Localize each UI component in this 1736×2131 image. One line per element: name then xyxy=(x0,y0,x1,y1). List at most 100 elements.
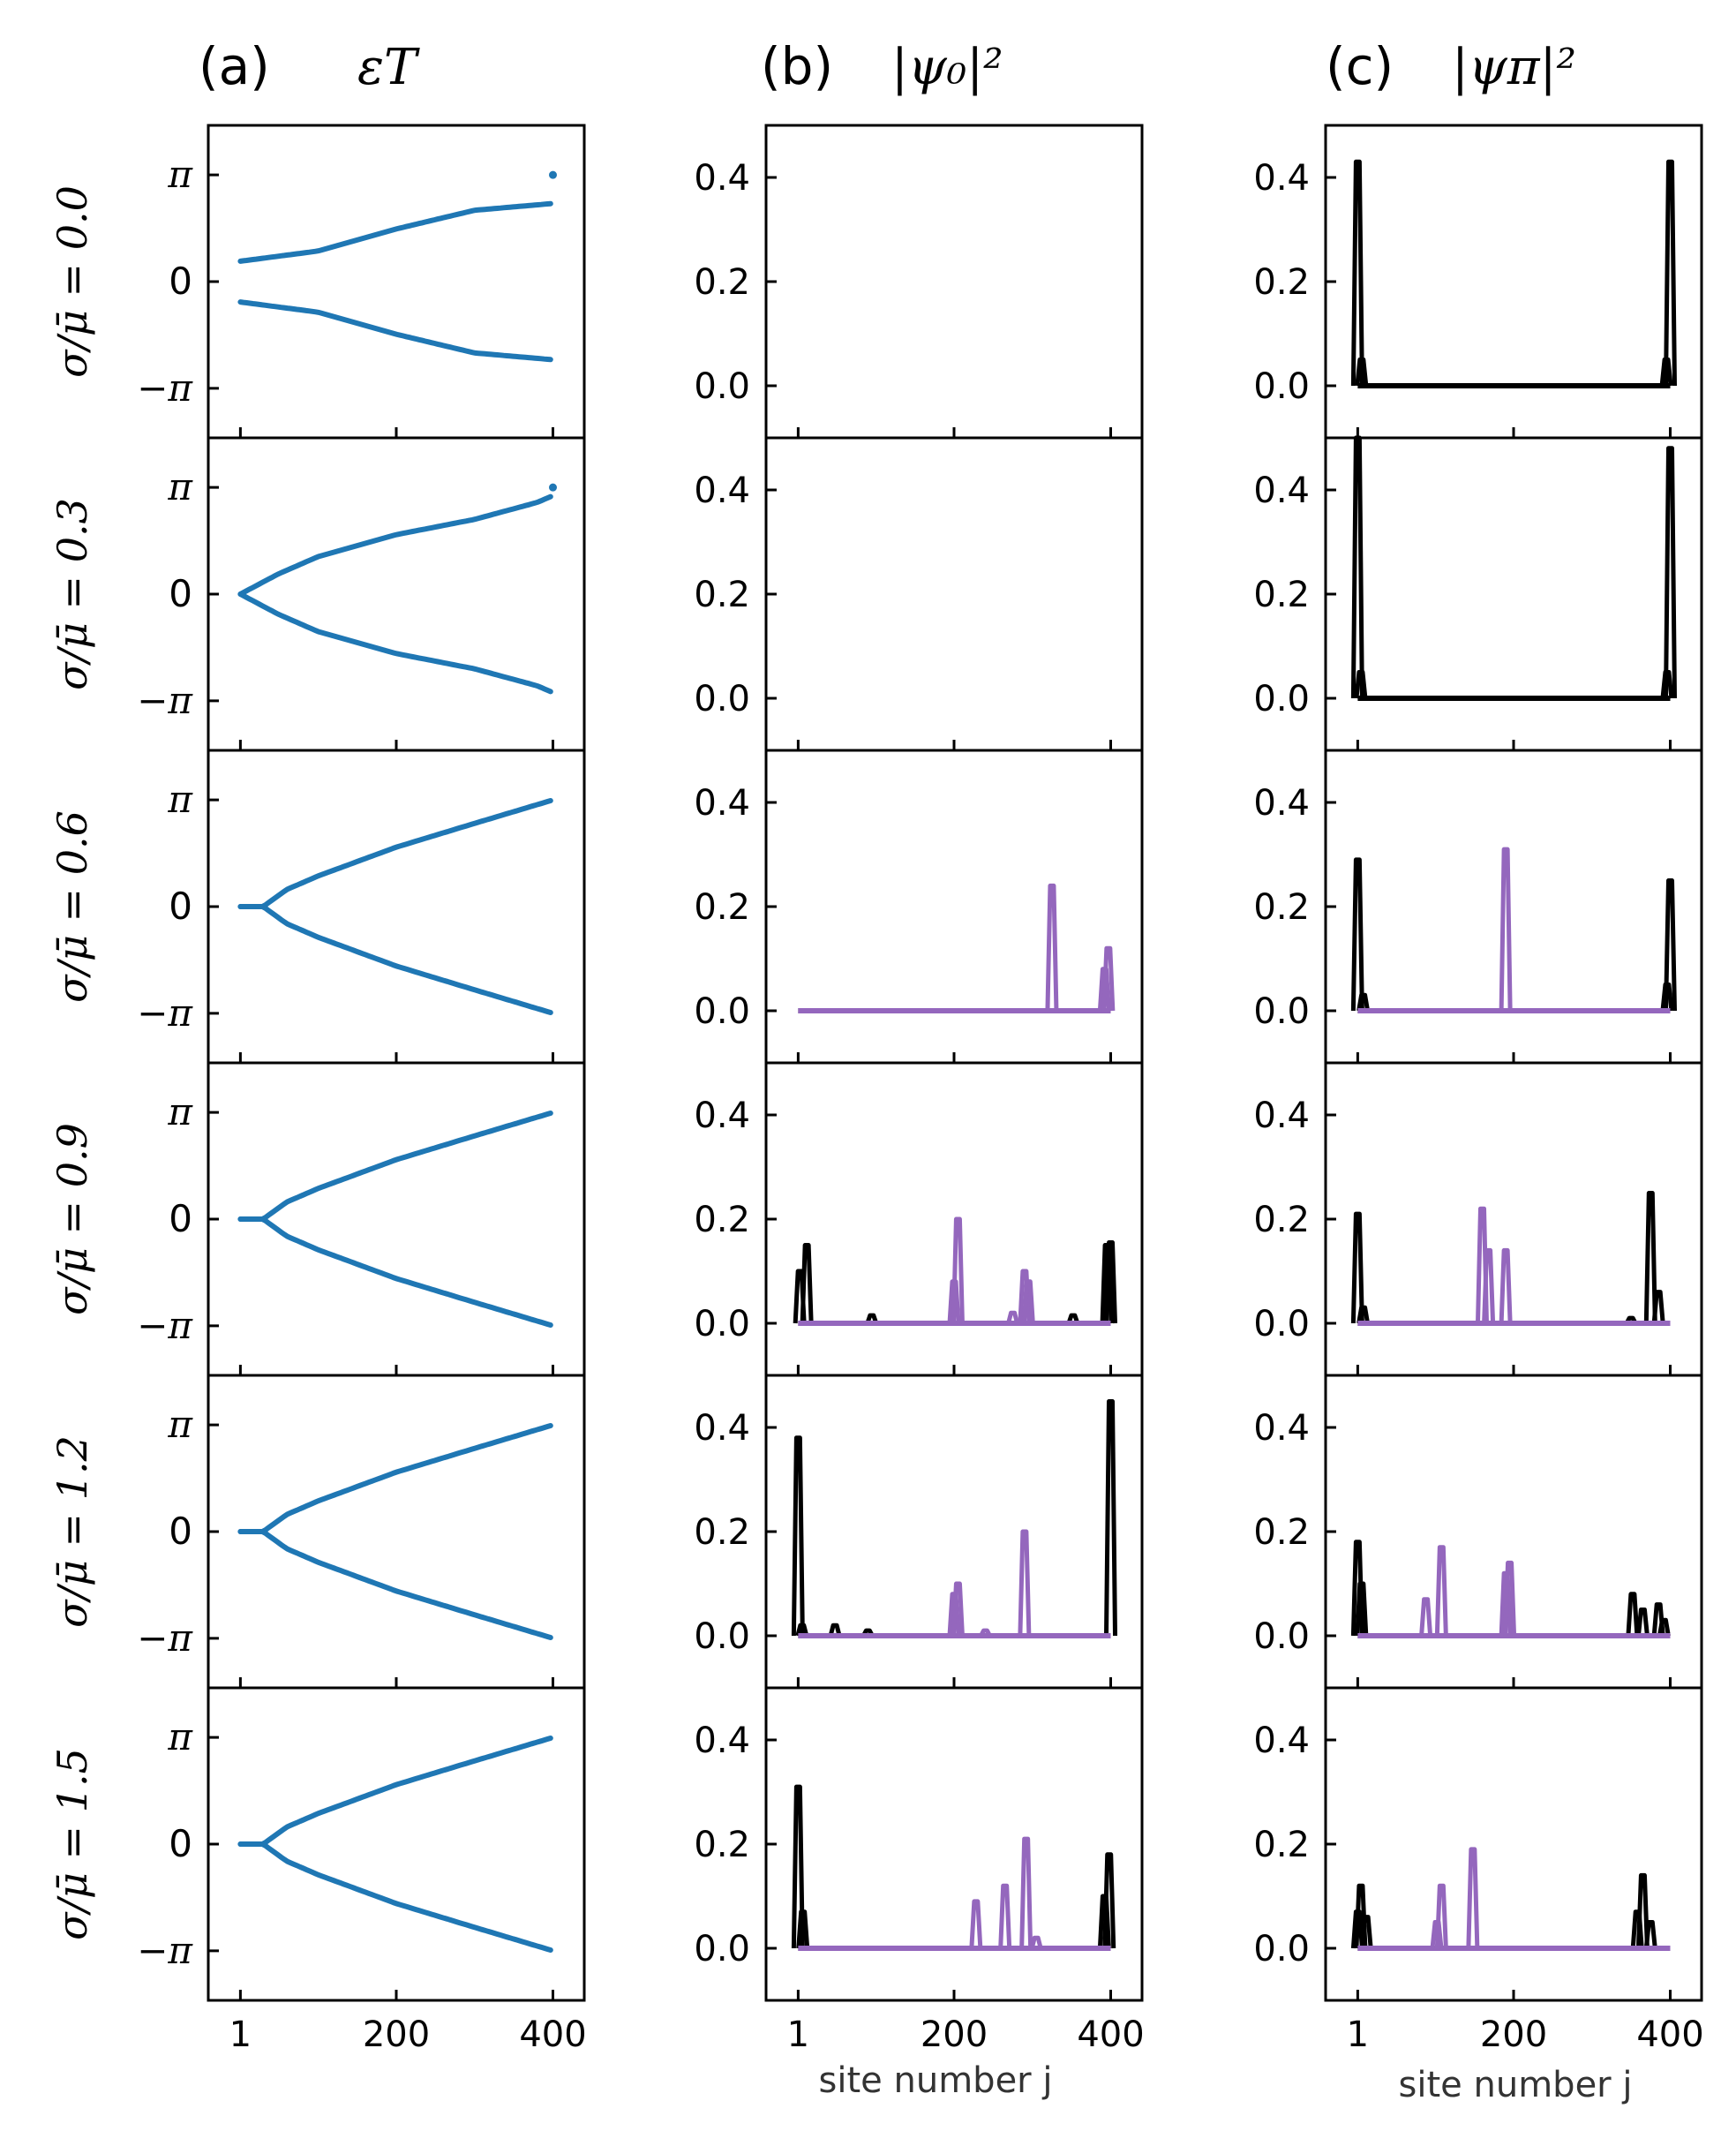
x-tick-label: 1 xyxy=(1347,2014,1369,2055)
panel-psi0-row-4: 0.4 0.2 0.0 xyxy=(694,1374,1144,1690)
zero-mode-peak xyxy=(1635,1608,1650,1637)
y-tick-label: 0.2 xyxy=(694,575,750,615)
quasienergy-band-upper xyxy=(237,1423,553,1534)
panel-quasienergy-row-3: π 0 −π xyxy=(137,1061,586,1377)
panel-psi0-row-0: 0.4 0.2 0.0 xyxy=(694,124,1144,440)
zero-mode-peak xyxy=(1354,670,1368,699)
panel-quasienergy-row-5: π 0 −π 1 200 400 xyxy=(137,1686,587,2055)
quasienergy-band-lower xyxy=(237,299,553,363)
x-tick-label: 1 xyxy=(787,2014,809,2055)
zero-mode-peak xyxy=(1350,159,1364,387)
y-tick-label: π xyxy=(167,1090,193,1133)
pi-mode-point xyxy=(549,483,557,492)
panel-psi0-row-2: 0.4 0.2 0.0 xyxy=(694,749,1144,1065)
y-tick-label: 0.0 xyxy=(1253,991,1310,1032)
y-tick-label: −π xyxy=(137,1929,193,1972)
y-tick-label: 0 xyxy=(169,572,192,615)
zero-mode-peak xyxy=(1066,1313,1080,1324)
axes-frame xyxy=(1324,749,1703,1065)
header-c-quantity: |ψπ|² xyxy=(1452,39,1576,96)
bulk-mode-peak xyxy=(1499,1247,1513,1324)
axes-frame xyxy=(207,124,586,440)
bulk-mode-peak xyxy=(1434,1545,1448,1637)
zero-mode-peak xyxy=(791,1435,805,1637)
axes-frame xyxy=(1324,124,1703,440)
zero-mode-peak xyxy=(1356,1305,1371,1324)
bulk-mode-peak xyxy=(979,1628,992,1638)
header-a-letter: (a) xyxy=(199,36,270,96)
axes-frame xyxy=(764,1374,1144,1690)
bulk-mode-peak xyxy=(1482,1247,1496,1324)
zero-mode-peak xyxy=(795,1623,809,1637)
panel-psipi-row-1: 0.4 0.2 0.0 xyxy=(1253,435,1703,752)
quasienergy-band-lower xyxy=(237,904,553,1015)
y-tick-label: 0.4 xyxy=(1253,158,1310,199)
panel-psipi-row-0: 0.4 0.2 0.0 xyxy=(1253,124,1703,440)
y-tick-label: 0.0 xyxy=(1253,366,1310,407)
row-label-5: σ/μ̄ = 1.5 xyxy=(49,1748,96,1940)
panel-psipi-row-4: 0.4 0.2 0.0 xyxy=(1253,1374,1703,1690)
y-tick-label: −π xyxy=(137,1616,193,1660)
x-tick-label: 400 xyxy=(1077,2014,1144,2055)
y-tick-label: 0.4 xyxy=(694,1096,750,1136)
x-tick-label: 1 xyxy=(229,2014,252,2055)
quasienergy-band-upper xyxy=(237,493,553,597)
header-b-quantity: |ψ₀|² xyxy=(891,39,1003,96)
axes-frame xyxy=(1324,1686,1703,2002)
header-b-letter: (b) xyxy=(761,36,833,96)
zero-mode-peak xyxy=(1102,1852,1116,1949)
y-tick-label: 0.2 xyxy=(694,262,750,303)
y-tick-label: 0 xyxy=(169,885,192,928)
y-tick-label: 0.2 xyxy=(694,1512,750,1553)
x-tick-label: 200 xyxy=(1480,2014,1547,2055)
y-tick-label: 0.0 xyxy=(1253,1616,1310,1657)
bulk-mode-peak xyxy=(1419,1597,1433,1637)
panel-quasienergy-row-1: π 0 −π xyxy=(137,436,586,752)
zero-mode-peak xyxy=(1350,435,1364,699)
zero-mode-peak xyxy=(1626,1592,1640,1637)
quasienergy-band-upper xyxy=(237,200,553,264)
y-tick-label: −π xyxy=(137,991,193,1035)
axes-frame xyxy=(764,124,1144,440)
y-tick-label: 0.2 xyxy=(1253,1512,1310,1553)
row-label-0: σ/μ̄ = 0.0 xyxy=(49,185,96,378)
zero-mode-peak xyxy=(1350,1211,1364,1324)
bulk-mode-peak xyxy=(1503,1560,1517,1637)
quasienergy-band-upper xyxy=(237,798,553,909)
zero-mode-peak xyxy=(1664,446,1677,699)
xlabel-c: site number j xyxy=(1399,2065,1633,2105)
zero-mode-peak xyxy=(1657,1617,1671,1637)
quasienergy-band-lower xyxy=(237,1529,553,1640)
bulk-mode-peak xyxy=(1499,847,1513,1012)
bulk-mode-peak xyxy=(969,1899,983,1949)
y-tick-label: 0.2 xyxy=(694,887,750,928)
column-headers: (a) εT (b) |ψ₀|² (c) |ψπ|² xyxy=(199,36,1576,96)
xlabel-b: site number j xyxy=(819,2060,1053,2101)
zero-mode-peak xyxy=(1359,1915,1373,1949)
zero-mode-peak xyxy=(1664,878,1677,1012)
zero-mode-peak xyxy=(865,1313,879,1324)
x-axis-labels: site number j site number j xyxy=(819,2060,1633,2105)
y-tick-label: 0.2 xyxy=(694,1200,750,1240)
quasienergy-band-lower xyxy=(237,1841,553,1953)
x-tick-label: 200 xyxy=(363,2014,430,2055)
y-tick-label: 0.0 xyxy=(1253,1304,1310,1344)
bulk-mode-peak xyxy=(1101,945,1116,1012)
zero-mode-peak xyxy=(1356,992,1371,1012)
y-tick-label: 0.0 xyxy=(694,1616,750,1657)
y-tick-label: 0.4 xyxy=(1253,471,1310,511)
y-tick-label: 0.4 xyxy=(694,1408,750,1449)
zero-mode-peak xyxy=(800,1243,814,1324)
y-tick-label: π xyxy=(167,1715,193,1758)
y-tick-label: 0.0 xyxy=(694,366,750,407)
axes-frame xyxy=(1324,1374,1703,1690)
y-tick-label: 0.0 xyxy=(1253,679,1310,719)
axes-frame xyxy=(207,436,586,752)
axes-frame xyxy=(764,1686,1144,2002)
zero-mode-peak xyxy=(1651,1290,1665,1324)
panel-quasienergy-row-2: π 0 −π xyxy=(137,749,586,1065)
axes-frame xyxy=(764,436,1144,752)
y-tick-label: 0.4 xyxy=(694,783,750,824)
y-tick-label: 0 xyxy=(169,260,192,303)
y-tick-label: 0.2 xyxy=(694,1825,750,1865)
